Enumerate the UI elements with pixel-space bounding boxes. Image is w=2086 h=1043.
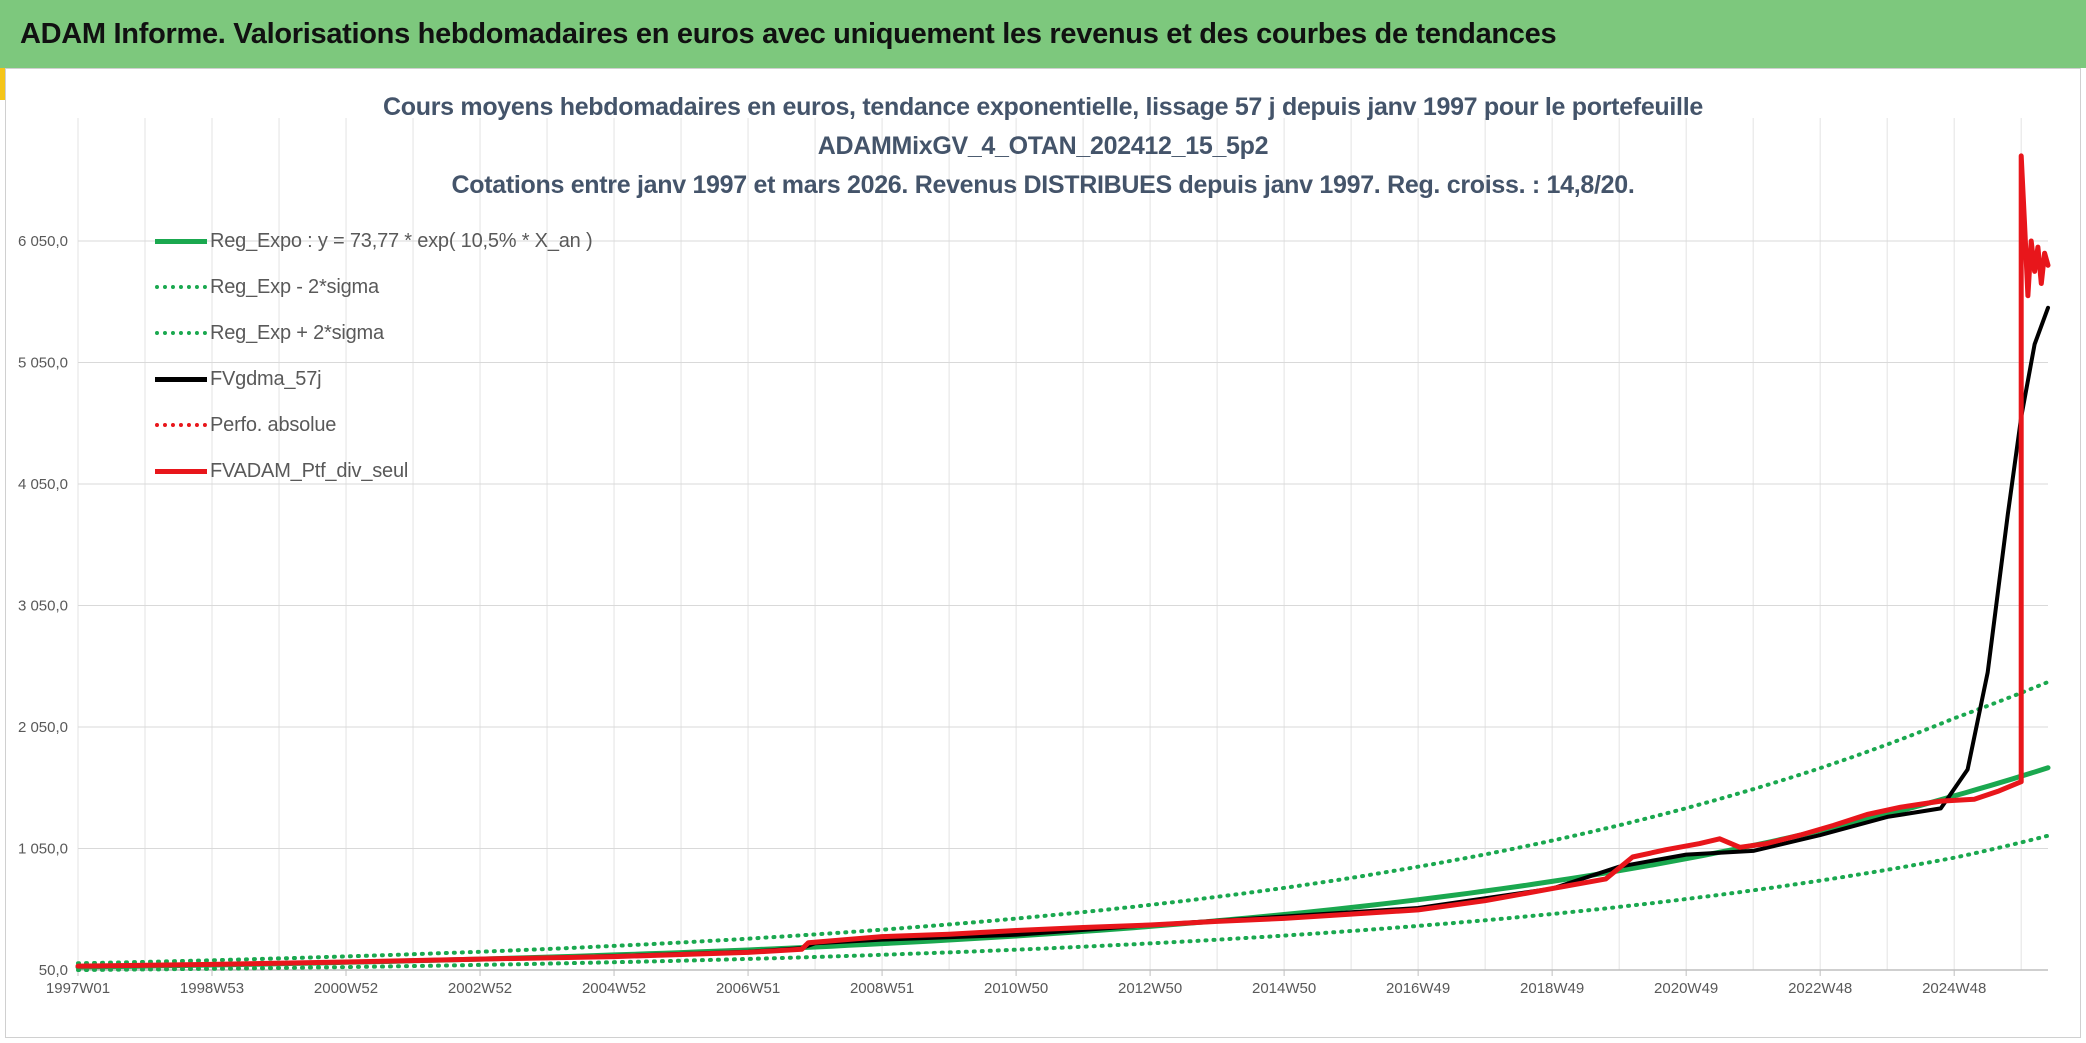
legend-item-fvgdma: FVgdma_57j [155, 356, 592, 402]
legend-item-perfo-absolue: Perfo. absolue [155, 402, 592, 448]
accent-bar-side [0, 68, 5, 100]
fvadam-ptf-div-seul-line [75, 153, 2051, 969]
y-tick-label: 50,0 [39, 962, 68, 979]
legend-item-fvadam: FVADAM_Ptf_div_seul [155, 448, 592, 494]
reg-expo-line [75, 765, 2051, 970]
legend-swatch-solid-red [155, 468, 207, 474]
y-tick-label: 3 050,0 [18, 598, 68, 615]
legend-label: FVADAM_Ptf_div_seul [210, 459, 409, 482]
y-tick-label: 6 050,0 [18, 233, 68, 250]
legend-item-reg-exp-plus: Reg_Exp + 2*sigma [155, 310, 592, 356]
x-tick-label: 2018W49 [1520, 980, 1584, 997]
chart-title-line-2: ADAMMixGV_4_OTAN_202412_15_5p2 [817, 132, 1269, 160]
x-tick-label: 2022W48 [1788, 980, 1852, 997]
report-title: ADAM Informe. Valorisations hebdomadaire… [20, 17, 1557, 50]
legend-item-reg-expo: Reg_Expo : y = 73,77 * exp( 10,5% * X_an… [155, 218, 593, 264]
x-tick-label: 2014W50 [1252, 980, 1316, 997]
x-tick-label: 2002W52 [448, 980, 512, 997]
legend-swatch-dotted-red [155, 423, 207, 427]
legend-label: Reg_Exp - 2*sigma [210, 275, 379, 298]
x-tick-label: 2020W49 [1654, 980, 1718, 997]
x-tick-label: 2000W52 [314, 980, 378, 997]
x-tick-label: 1997W01 [46, 980, 110, 997]
x-tick-label: 2004W52 [582, 980, 646, 997]
legend-swatch-dotted-green [155, 331, 207, 335]
reg-exp-minus-2sigma-line [76, 833, 2050, 972]
y-tick-label: 4 050,0 [18, 476, 68, 493]
x-tick-label: 2012W50 [1118, 980, 1182, 997]
legend-label: Perfo. absolue [210, 413, 337, 436]
y-tick-label: 1 050,0 [18, 841, 68, 858]
x-tick-label: 2006W51 [716, 980, 780, 997]
legend-item-reg-exp-minus: Reg_Exp - 2*sigma [155, 264, 592, 310]
x-tick-label: 1998W53 [180, 980, 244, 997]
x-tick-label: 2010W50 [984, 980, 1048, 997]
y-tick-label: 2 050,0 [18, 719, 68, 736]
report-banner: ADAM Informe. Valorisations hebdomadaire… [0, 0, 2086, 68]
chart-legend: Reg_Expo : y = 73,77 * exp( 10,5% * X_an… [155, 218, 593, 494]
reg-exp-plus-2sigma-line [76, 680, 2050, 966]
legend-label: FVgdma_57j [210, 367, 322, 390]
legend-label: Reg_Expo : y = 73,77 * exp( 10,5% * X_an… [210, 229, 593, 252]
legend-swatch-solid-black [155, 376, 207, 382]
chart-title-line-3: Cotations entre janv 1997 et mars 2026. … [451, 171, 1635, 199]
x-tick-label: 2016W49 [1386, 980, 1450, 997]
legend-label: Reg_Exp + 2*sigma [210, 321, 384, 344]
chart-title-line-1: Cours moyens hebdomadaires en euros, ten… [383, 93, 1703, 121]
legend-swatch-solid-green [155, 238, 207, 244]
chart-area [5, 68, 2081, 1038]
y-tick-label: 5 050,0 [18, 355, 68, 372]
legend-swatch-dotted-green [155, 285, 207, 289]
x-tick-label: 2008W51 [850, 980, 914, 997]
x-tick-label: 2024W48 [1922, 980, 1986, 997]
